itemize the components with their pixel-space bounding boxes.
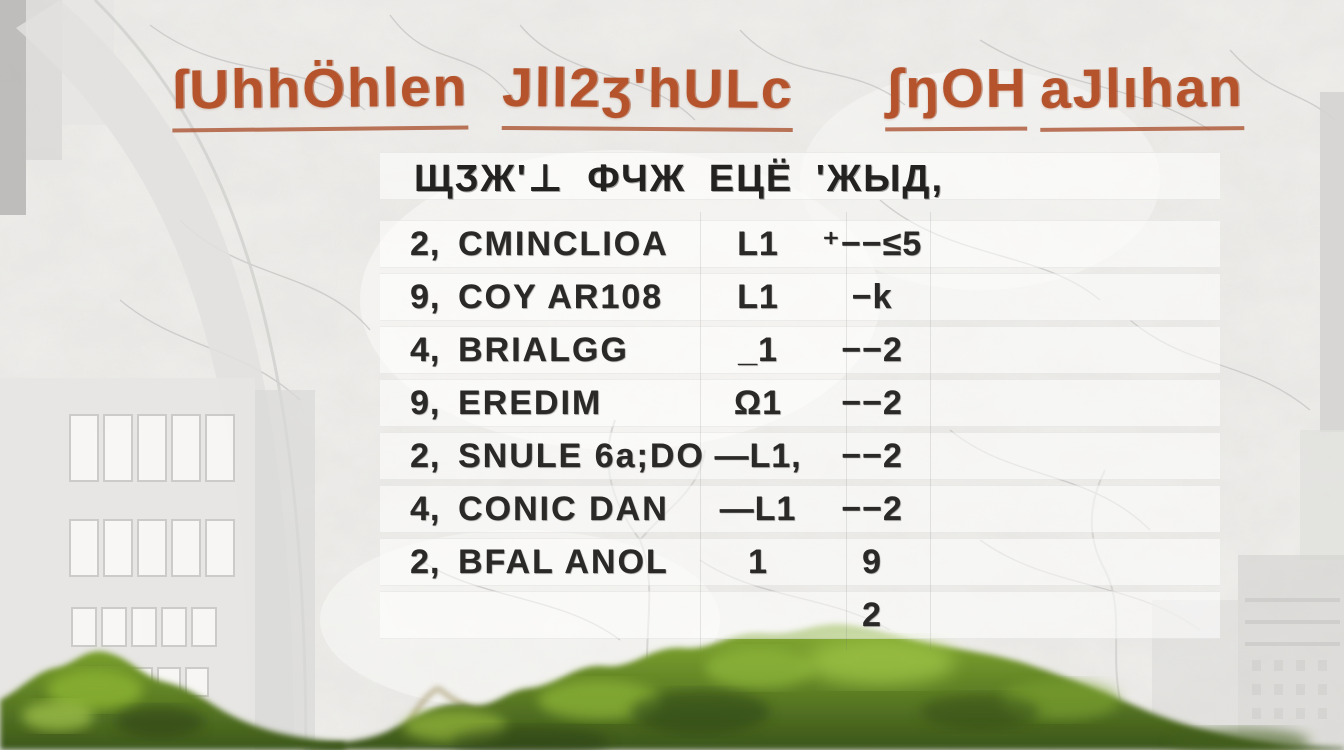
grid-line [930,212,931,650]
band-strip [380,379,1220,427]
band-strip [380,538,1220,586]
mid-mark: —L1, [714,436,802,475]
entry-name: COY AR108 [458,277,664,316]
score-value: 2 [862,595,882,634]
entry-name: CMINCLIOA [458,224,669,263]
list-row: 9, EREDIM Ω1 −−2 [410,381,930,425]
mid-mark: L1 [737,277,779,316]
mid-mark: 1 [748,542,768,581]
score-value: 9 [862,542,882,581]
title-word: aJlıhan [1039,55,1244,132]
subtitle-text: ЩӠЖ'⊥ ФЧЖ ЕЦЁ 'ЖЫД, [414,158,945,200]
title-word: ʃŋOH [885,55,1028,132]
foliage-left [0,651,345,750]
score-value: −k [851,277,893,316]
title-word: Jll2ʒ'hULc [501,54,794,133]
grid-line [846,212,847,650]
entry-name: SNULE 6a;DO [458,436,705,475]
entry-name: BFAL ANOL [458,542,669,581]
list-row: 2, CMINCLIOA L1 ⁺−−≤5 [410,222,930,266]
mid-mark: L1 [737,224,779,263]
rank-number: 9, [410,383,441,422]
list-row: 2, SNULE 6a;DO —L1, −−2 [410,434,930,478]
rank-number: 4, [410,330,441,369]
band-strip [380,220,1220,268]
entry-name: EREDIM [458,383,603,422]
grid-line [700,212,701,650]
list-row: 4, CONIC DAN —L1 −−2 [410,487,930,531]
band-strip [380,326,1220,374]
band-strip [380,273,1220,321]
list-row: 4, BRIALGG _1 −−2 [410,328,930,372]
score-value: ⁺−−≤5 [821,225,923,263]
mid-mark: —L1 [719,489,797,528]
score-value: −−2 [841,489,903,528]
band-strip [380,432,1220,480]
score-value: −−2 [841,330,903,369]
entry-name: CONIC DAN [458,489,669,528]
rank-number: 4, [410,489,441,528]
foliage-main [300,624,1344,750]
band-strip [380,152,1220,200]
rank-number: 2, [410,436,441,475]
list-row: 2, BFAL ANOL 1 9 [410,540,930,584]
mid-mark: Ω1 [733,383,783,422]
score-value: −−2 [841,436,903,475]
poster-title: ſUhhÖhlen Jll2ʒ'hULc ʃŋOH aJlıhan [171,54,1244,133]
rank-number: 2, [410,542,441,581]
rank-number: 9, [410,277,441,316]
rank-number: 2, [410,224,441,263]
entry-name: BRIALGG [458,330,629,369]
mid-mark: _1 [738,330,778,369]
list-row: 2 [410,593,930,637]
band-strip [380,485,1220,533]
band-strip [380,591,1220,639]
score-value: −−2 [841,383,903,422]
title-word: ſUhhÖhlen [171,54,469,133]
list-row: 9, COY AR108 L1 −k [410,275,930,319]
